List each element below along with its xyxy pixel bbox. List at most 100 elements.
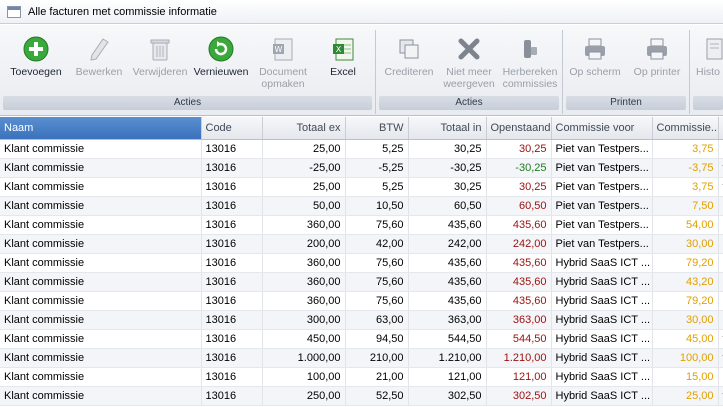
plus-circle-icon bbox=[23, 36, 49, 62]
cell-naam: Klant commissie bbox=[0, 139, 202, 159]
edit-button[interactable]: Bewerken bbox=[70, 30, 128, 88]
cell-totaal-in: 242,00 bbox=[408, 234, 487, 254]
cell-naam: Klant commissie bbox=[0, 367, 202, 387]
print-screen-button[interactable]: Op scherm bbox=[565, 30, 625, 88]
cell-commissie: 15,00 bbox=[652, 367, 719, 387]
table-row[interactable]: Klant commissie 13016 -25,00 -5,25 -30,25 -30… bbox=[0, 158, 723, 178]
table-row[interactable]: Klant commissie 13016 25,00 5,25 30,25 30,25 P… bbox=[0, 139, 723, 159]
cell-totaal-in: 60,50 bbox=[408, 196, 487, 216]
cell-commissie-voor: Hybrid SaaS ICT ... bbox=[551, 291, 653, 311]
cell-totaal-ex: -25,00 bbox=[262, 158, 346, 178]
cell-commissie: 3,75 bbox=[652, 139, 719, 159]
refresh-button[interactable]: Vernieuwen bbox=[192, 30, 250, 88]
printer-icon bbox=[585, 38, 605, 60]
history-button[interactable]: Histo bbox=[694, 30, 723, 88]
cell-openstaand: 302,50 bbox=[486, 386, 552, 406]
cell-code: 13016 bbox=[201, 386, 263, 406]
column-header-btw[interactable]: BTW bbox=[345, 117, 409, 140]
cell-naam: Klant commissie bbox=[0, 310, 202, 330]
cell-naam: Klant commissie bbox=[0, 215, 202, 235]
cell-commissie: -3,75 bbox=[652, 158, 719, 178]
table-row[interactable]: Klant commissie 13016 200,00 42,00 242,00 242… bbox=[0, 234, 723, 254]
cell-totaal-in: 1.210,00 bbox=[408, 348, 487, 368]
cell-commissie: 79,20 bbox=[652, 291, 719, 311]
cell-totaal-in: 302,50 bbox=[408, 386, 487, 406]
cell-totaal-ex: 360,00 bbox=[262, 253, 346, 273]
credit-button[interactable]: Crediteren bbox=[380, 30, 438, 88]
cell-naam: Klant commissie bbox=[0, 272, 202, 292]
ribbon-toolbar: Toevoegen Bewerken Verwijderen Vernieuwe… bbox=[0, 25, 723, 116]
cell-code: 13016 bbox=[201, 329, 263, 349]
table-row[interactable]: Klant commissie 13016 250,00 52,50 302,50 302… bbox=[0, 386, 723, 406]
table-row[interactable]: Klant commissie 13016 100,00 21,00 121,00 121… bbox=[0, 367, 723, 387]
cell-btw: 10,50 bbox=[345, 196, 409, 216]
cell-commissie: 43,20 bbox=[652, 272, 719, 292]
table-row[interactable]: Klant commissie 13016 360,00 75,60 435,60 435… bbox=[0, 253, 723, 273]
column-header-totaal-in[interactable]: Totaal in bbox=[408, 117, 487, 140]
print-screen-button-label: Op scherm bbox=[569, 66, 621, 78]
cell-referent: Commissi bbox=[718, 253, 723, 273]
cell-code: 13016 bbox=[201, 234, 263, 254]
cell-naam: Klant commissie bbox=[0, 329, 202, 349]
cell-naam: Klant commissie bbox=[0, 386, 202, 406]
cell-commissie: 7,50 bbox=[652, 196, 719, 216]
refresh-icon bbox=[208, 36, 234, 62]
cell-btw: 75,60 bbox=[345, 272, 409, 292]
cell-code: 13016 bbox=[201, 291, 263, 311]
cell-totaal-in: 30,25 bbox=[408, 177, 487, 197]
cell-totaal-ex: 25,00 bbox=[262, 139, 346, 159]
cell-btw: 210,00 bbox=[345, 348, 409, 368]
title-bar: Alle facturen met commissie informatie bbox=[0, 0, 723, 24]
cell-commissie-voor: Piet van Testpers... bbox=[551, 215, 653, 235]
cell-totaal-ex: 100,00 bbox=[262, 367, 346, 387]
excel-button-label: Excel bbox=[330, 66, 356, 78]
cell-referent: Commissi bbox=[718, 234, 723, 254]
cell-btw: 5,25 bbox=[345, 177, 409, 197]
cell-code: 13016 bbox=[201, 158, 263, 178]
column-header-openstaand[interactable]: Openstaand bbox=[486, 117, 552, 140]
cell-openstaand: 435,60 bbox=[486, 291, 552, 311]
add-button[interactable]: Toevoegen bbox=[4, 30, 68, 88]
table-row[interactable]: Klant commissie 13016 360,00 75,60 435,60 435… bbox=[0, 215, 723, 235]
hide-button[interactable]: Niet meer weergeven bbox=[440, 30, 498, 90]
cell-totaal-in: 121,00 bbox=[408, 367, 487, 387]
ribbon-group-caption: Acties bbox=[379, 96, 559, 110]
ribbon-group-acties: Toevoegen Bewerken Verwijderen Vernieuwe… bbox=[0, 28, 375, 114]
cell-openstaand: 1.210,00 bbox=[486, 348, 552, 368]
word-document-icon: W bbox=[273, 38, 293, 61]
invoice-grid: Naam Code Totaal ex BTW Totaal in Openst… bbox=[0, 117, 723, 407]
column-header-commissie-voor[interactable]: Commissie voor bbox=[551, 117, 653, 140]
table-row[interactable]: Klant commissie 13016 360,00 75,60 435,60 435… bbox=[0, 272, 723, 292]
column-header-code[interactable]: Code bbox=[201, 117, 263, 140]
document-button[interactable]: W Document opmaken bbox=[252, 30, 314, 90]
recalculate-button[interactable]: Herbereken commissies bbox=[500, 30, 560, 90]
table-row[interactable]: Klant commissie 13016 300,00 63,00 363,00 363… bbox=[0, 310, 723, 330]
ribbon-group-caption: Acties bbox=[3, 96, 372, 110]
cell-code: 13016 bbox=[201, 177, 263, 197]
table-row[interactable]: Klant commissie 13016 25,00 5,25 30,25 30,25 P… bbox=[0, 177, 723, 197]
cell-commissie: 30,00 bbox=[652, 310, 719, 330]
cell-totaal-in: 30,25 bbox=[408, 139, 487, 159]
window-title: Alle facturen met commissie informatie bbox=[28, 6, 217, 18]
hide-button-label: Niet meer weergeven bbox=[443, 66, 495, 90]
column-header-referent[interactable]: Referent bbox=[718, 117, 723, 140]
column-header-commissie[interactable]: Commissie... bbox=[652, 117, 719, 140]
cell-commissie-voor: Hybrid SaaS ICT ... bbox=[551, 272, 653, 292]
column-header-naam[interactable]: Naam bbox=[0, 117, 202, 140]
cell-totaal-in: -30,25 bbox=[408, 158, 487, 178]
delete-button[interactable]: Verwijderen bbox=[130, 30, 190, 88]
cell-totaal-ex: 250,00 bbox=[262, 386, 346, 406]
cell-totaal-ex: 360,00 bbox=[262, 272, 346, 292]
delete-button-label: Verwijderen bbox=[132, 66, 188, 78]
excel-button[interactable]: X Excel bbox=[316, 30, 370, 88]
table-row[interactable]: Klant commissie 13016 450,00 94,50 544,50 544… bbox=[0, 329, 723, 349]
table-row[interactable]: Klant commissie 13016 50,00 10,50 60,50 60,50… bbox=[0, 196, 723, 216]
column-header-totaal-ex[interactable]: Totaal ex bbox=[262, 117, 346, 140]
table-row[interactable]: Klant commissie 13016 1.000,00 210,00 1.210,… bbox=[0, 348, 723, 368]
cell-btw: 42,00 bbox=[345, 234, 409, 254]
cell-totaal-in: 544,50 bbox=[408, 329, 487, 349]
cell-commissie-voor: Piet van Testpers... bbox=[551, 196, 653, 216]
print-printer-button[interactable]: Op printer bbox=[627, 30, 687, 88]
table-row[interactable]: Klant commissie 13016 360,00 75,60 435,60 435… bbox=[0, 291, 723, 311]
cell-naam: Klant commissie bbox=[0, 196, 202, 216]
